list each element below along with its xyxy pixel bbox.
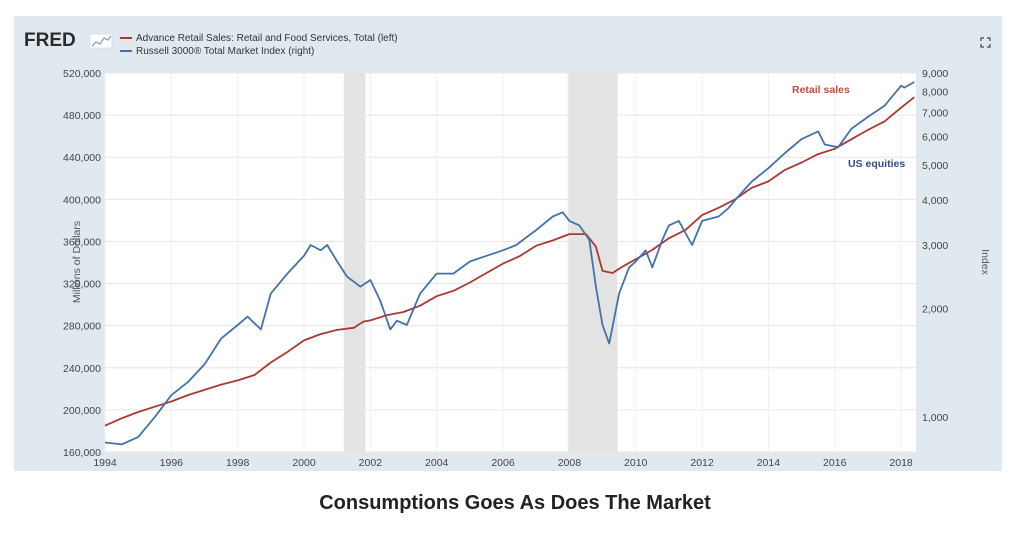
y-left-tick-label: 240,000	[63, 363, 101, 375]
annotation-us-equities: US equities	[848, 158, 905, 170]
legend: Advance Retail Sales: Retail and Food Se…	[120, 33, 398, 57]
legend-label-retail: Advance Retail Sales: Retail and Food Se…	[136, 33, 398, 44]
x-tick-label: 2008	[558, 457, 582, 469]
recession-band-0	[343, 73, 366, 452]
y-left-tick-label: 320,000	[63, 279, 101, 291]
x-tick-label: 2012	[690, 457, 714, 469]
x-tick-label: 2002	[359, 457, 383, 469]
tick-labels: 160,000 200,000 240,000 280,000 320,000 360,0…	[63, 68, 948, 469]
y-left-tick-label: 360,000	[63, 236, 101, 248]
x-tick-label: 1994	[93, 457, 117, 469]
y-left-tick-label: 520,000	[63, 68, 101, 80]
x-tick-label: 2004	[425, 457, 449, 469]
y-right-tick-label: 9,000	[922, 68, 948, 80]
y-axis-right-title: Index	[979, 249, 991, 275]
x-tick-label: 2006	[491, 457, 515, 469]
series-layer	[104, 81, 915, 446]
y-right-tick-label: 2,000	[922, 304, 948, 316]
y-right-tick-label: 4,000	[922, 195, 948, 207]
x-tick-label: 1996	[160, 457, 184, 469]
x-tick-label: 2016	[823, 457, 847, 469]
y-left-tick-label: 440,000	[63, 152, 101, 164]
series-line-retail-sales	[104, 96, 915, 427]
y-right-tick-label: 7,000	[922, 107, 948, 119]
x-tick-label: 1998	[226, 457, 250, 469]
fullscreen-icon[interactable]	[980, 37, 991, 48]
y-left-tick-label: 280,000	[63, 321, 101, 333]
y-right-tick-label: 6,000	[922, 131, 948, 143]
x-tick-label: 2010	[624, 457, 648, 469]
y-left-tick-label: 200,000	[63, 405, 101, 417]
legend-label-russell: Russell 3000® Total Market Index (right)	[136, 46, 314, 57]
fred-chart: FRED Advance Retail Sales: Retail and Fo…	[24, 30, 991, 469]
x-tick-label: 2018	[889, 457, 913, 469]
caption: Consumptions Goes As Does The Market	[319, 492, 711, 514]
x-tick-label: 2014	[757, 457, 781, 469]
fred-logo[interactable]: FRED	[24, 30, 76, 51]
y-right-tick-label: 1,000	[922, 412, 948, 424]
chart-line-icon	[89, 33, 113, 49]
gridlines	[104, 72, 916, 453]
y-axis-left-title: Millions of Dollars	[71, 221, 83, 303]
y-right-tick-label: 8,000	[922, 86, 948, 98]
series-line-russell-3000	[104, 81, 915, 446]
y-right-tick-label: 3,000	[922, 240, 948, 252]
annotation-retail-sales: Retail sales	[792, 84, 850, 96]
chart-panel: FRED Advance Retail Sales: Retail and Fo…	[14, 16, 1002, 471]
y-left-tick-label: 480,000	[63, 110, 101, 122]
x-tick-label: 2000	[292, 457, 316, 469]
y-right-tick-label: 5,000	[922, 160, 948, 172]
y-left-tick-label: 160,000	[63, 447, 101, 459]
y-left-tick-label: 400,000	[63, 194, 101, 206]
plot-area	[105, 73, 916, 452]
